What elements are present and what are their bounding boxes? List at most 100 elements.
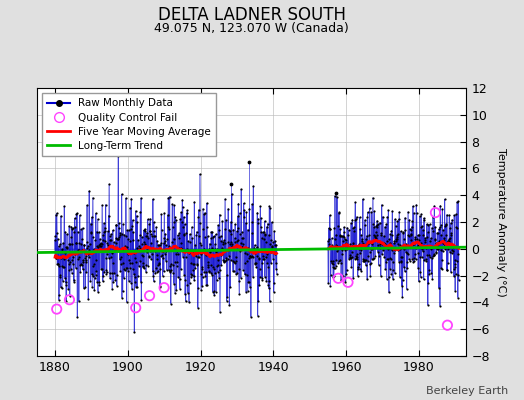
- Point: [176, 239, 184, 246]
- Point: [336, 257, 344, 263]
- Point: [123, 244, 131, 250]
- Point: [271, 238, 280, 244]
- Point: [362, 256, 370, 263]
- Point: [250, 250, 259, 257]
- Point: [85, 188, 93, 194]
- Point: [266, 249, 275, 255]
- Point: [406, 231, 414, 237]
- Point: [161, 258, 170, 264]
- Point: [238, 229, 246, 235]
- Point: [272, 271, 281, 277]
- Point: [423, 234, 431, 240]
- Point: [413, 244, 421, 250]
- Point: [125, 278, 133, 284]
- Point: [88, 271, 96, 278]
- Point: [223, 293, 232, 300]
- Point: [254, 298, 263, 304]
- Point: [58, 262, 67, 269]
- Point: [152, 224, 160, 230]
- Point: [374, 242, 382, 248]
- Point: [117, 246, 126, 253]
- Point: [154, 268, 162, 275]
- Point: [103, 250, 111, 257]
- Point: [54, 260, 62, 267]
- Point: [120, 266, 128, 272]
- Point: [185, 231, 194, 237]
- Point: [370, 232, 378, 238]
- Point: [183, 207, 191, 214]
- Point: [169, 262, 177, 268]
- Point: [247, 314, 255, 320]
- Point: [204, 259, 212, 266]
- Point: [144, 263, 152, 269]
- Point: [380, 254, 389, 260]
- Point: [406, 226, 414, 232]
- Point: [54, 296, 63, 303]
- Point: [415, 232, 423, 238]
- Point: [111, 247, 119, 253]
- Point: [340, 224, 348, 230]
- Point: [92, 256, 101, 263]
- Point: [339, 233, 347, 240]
- Point: [143, 230, 151, 236]
- Point: [114, 234, 123, 240]
- Point: [135, 263, 143, 269]
- Point: [228, 241, 237, 247]
- Point: [124, 268, 132, 274]
- Point: [363, 276, 372, 282]
- Point: [197, 242, 205, 249]
- Point: [249, 245, 258, 252]
- Point: [227, 257, 235, 264]
- Point: [215, 211, 224, 218]
- Point: [172, 287, 180, 294]
- Point: [78, 236, 86, 242]
- Point: [72, 211, 81, 217]
- Point: [448, 216, 456, 223]
- Point: [90, 287, 99, 294]
- Point: [406, 258, 414, 264]
- Point: [91, 237, 100, 243]
- Point: [337, 277, 345, 284]
- Point: [102, 270, 111, 277]
- Point: [200, 245, 209, 252]
- Point: [106, 254, 115, 260]
- Point: [333, 248, 342, 254]
- Point: [263, 251, 271, 258]
- Point: [252, 260, 260, 266]
- Point: [167, 261, 176, 267]
- Point: [164, 224, 172, 230]
- Point: [356, 226, 364, 232]
- Point: [268, 244, 276, 250]
- Point: [73, 228, 82, 235]
- Point: [84, 296, 92, 303]
- Point: [85, 247, 93, 254]
- Point: [259, 229, 268, 235]
- Point: [400, 246, 408, 252]
- Point: [386, 240, 395, 246]
- Point: [334, 246, 343, 253]
- Point: [101, 228, 110, 234]
- Point: [382, 221, 390, 227]
- Point: [256, 203, 265, 210]
- Point: [168, 239, 176, 246]
- Point: [428, 276, 436, 282]
- Point: [445, 235, 454, 242]
- Point: [207, 228, 215, 235]
- Point: [79, 266, 87, 272]
- Point: [333, 243, 341, 250]
- Point: [217, 245, 226, 251]
- Point: [430, 252, 438, 258]
- Point: [198, 266, 206, 272]
- Point: [51, 211, 60, 218]
- Point: [267, 247, 276, 254]
- Point: [218, 251, 226, 257]
- Point: [452, 258, 461, 264]
- Point: [389, 276, 397, 282]
- Point: [170, 202, 178, 209]
- Point: [237, 244, 246, 250]
- Point: [360, 258, 368, 264]
- Point: [419, 227, 427, 233]
- Point: [214, 261, 223, 268]
- Point: [87, 229, 95, 236]
- Point: [97, 266, 105, 272]
